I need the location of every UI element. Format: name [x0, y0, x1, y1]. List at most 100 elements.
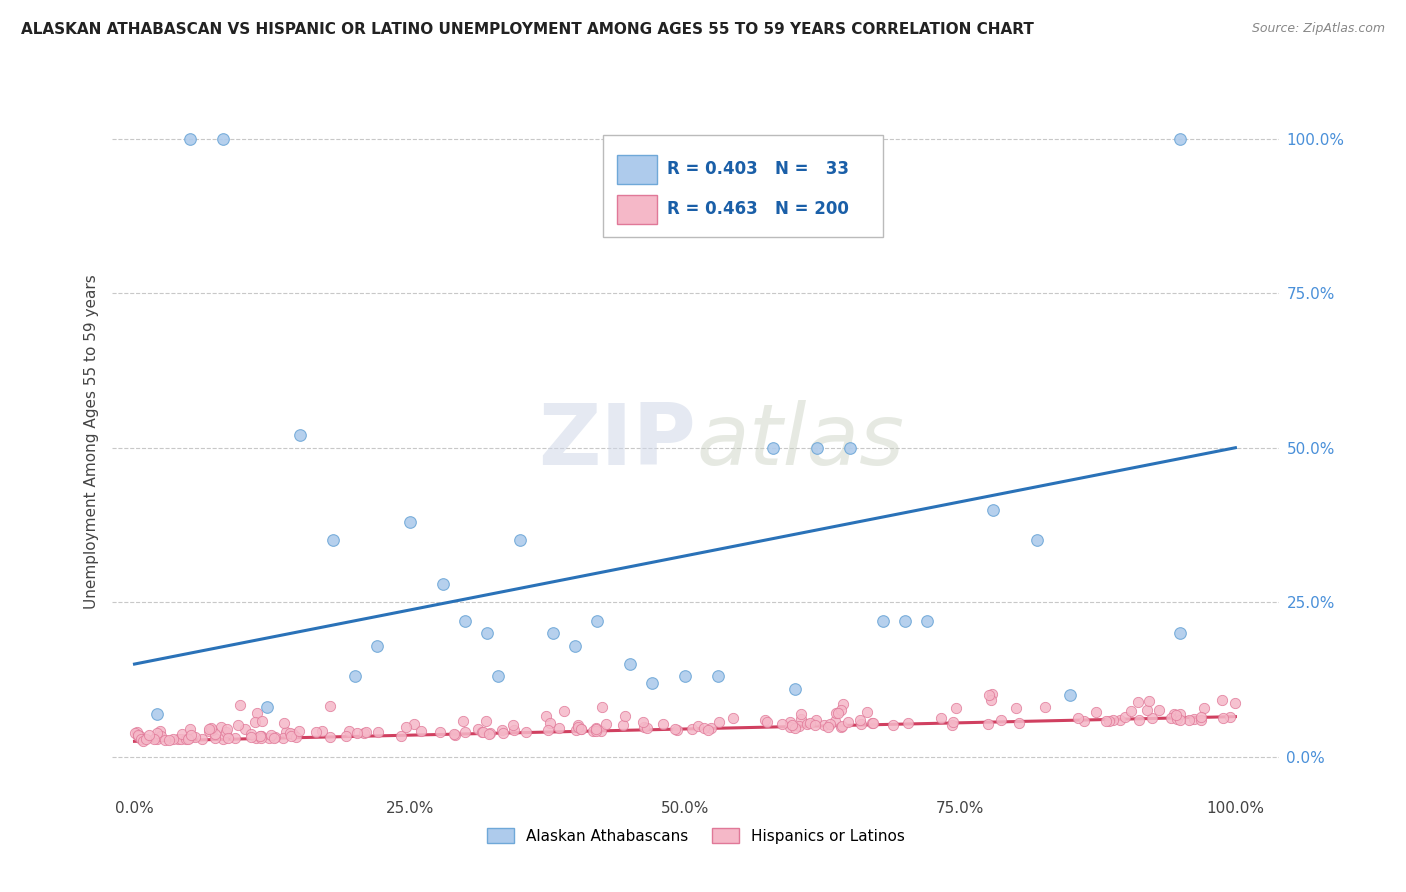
- Point: [585, 721, 607, 735]
- Point: [697, 723, 720, 737]
- Point: [790, 712, 813, 726]
- Point: [1164, 708, 1187, 723]
- Point: [346, 726, 368, 740]
- Point: [830, 703, 852, 717]
- Point: [515, 725, 537, 739]
- Point: [849, 717, 872, 731]
- Point: [585, 722, 607, 736]
- Point: [783, 721, 806, 735]
- Point: [398, 515, 420, 529]
- Point: [1095, 714, 1118, 728]
- Point: [155, 732, 177, 747]
- Point: [799, 716, 821, 731]
- Point: [184, 730, 207, 744]
- Point: [214, 725, 236, 739]
- Point: [263, 731, 285, 746]
- Point: [256, 700, 278, 714]
- Point: [534, 709, 557, 723]
- Point: [129, 732, 152, 747]
- Point: [942, 714, 965, 729]
- Point: [707, 669, 730, 683]
- Point: [471, 725, 494, 739]
- Legend: Alaskan Athabascans, Hispanics or Latinos: Alaskan Athabascans, Hispanics or Latino…: [481, 822, 911, 850]
- Point: [770, 717, 793, 731]
- Point: [475, 714, 498, 729]
- Point: [281, 726, 304, 740]
- Point: [915, 614, 938, 628]
- Point: [211, 131, 233, 145]
- Point: [252, 714, 274, 728]
- Point: [389, 729, 412, 743]
- Point: [367, 725, 389, 739]
- Point: [224, 731, 246, 745]
- Point: [976, 717, 998, 731]
- Point: [366, 639, 388, 653]
- Point: [402, 717, 425, 731]
- Point: [125, 725, 148, 739]
- Text: R = 0.463   N = 200: R = 0.463 N = 200: [666, 200, 849, 218]
- Point: [619, 657, 641, 671]
- Point: [472, 724, 495, 739]
- Point: [941, 717, 963, 731]
- Point: [897, 715, 920, 730]
- Point: [1136, 703, 1159, 717]
- Point: [1085, 705, 1108, 719]
- Point: [443, 727, 465, 741]
- Point: [990, 713, 1012, 727]
- Point: [564, 639, 586, 653]
- Point: [537, 723, 560, 737]
- Point: [614, 709, 637, 723]
- Point: [631, 714, 654, 729]
- Point: [1005, 701, 1028, 715]
- Point: [204, 731, 226, 745]
- Point: [190, 732, 212, 747]
- Point: [1147, 703, 1170, 717]
- Point: [157, 733, 180, 747]
- Point: [813, 718, 835, 732]
- Text: Source: ZipAtlas.com: Source: ZipAtlas.com: [1251, 22, 1385, 36]
- Point: [129, 730, 152, 744]
- FancyBboxPatch shape: [603, 135, 883, 237]
- Point: [636, 721, 658, 735]
- Point: [582, 723, 605, 738]
- Point: [755, 715, 778, 730]
- Point: [432, 576, 454, 591]
- Point: [1140, 711, 1163, 725]
- Point: [1192, 701, 1215, 715]
- Point: [787, 718, 810, 732]
- Point: [665, 723, 688, 737]
- Point: [686, 719, 709, 733]
- Point: [502, 717, 524, 731]
- Text: atlas: atlas: [696, 400, 904, 483]
- Point: [217, 731, 239, 745]
- Point: [211, 732, 233, 747]
- Point: [288, 428, 311, 442]
- Point: [250, 731, 273, 745]
- Point: [553, 705, 575, 719]
- Point: [1101, 714, 1123, 728]
- Point: [478, 726, 501, 740]
- Point: [198, 722, 221, 736]
- Point: [882, 718, 904, 732]
- Point: [429, 725, 451, 739]
- Point: [1168, 707, 1191, 722]
- Point: [779, 720, 801, 734]
- Point: [825, 706, 848, 721]
- Point: [319, 698, 342, 713]
- Point: [149, 723, 172, 738]
- Point: [454, 614, 477, 628]
- Point: [547, 721, 569, 735]
- Point: [1191, 710, 1213, 724]
- Point: [150, 729, 173, 743]
- Point: [762, 441, 785, 455]
- Point: [612, 717, 634, 731]
- Point: [451, 714, 474, 729]
- Point: [486, 669, 509, 683]
- Point: [1067, 711, 1090, 725]
- Point: [1177, 713, 1199, 727]
- Point: [209, 720, 232, 734]
- Point: [780, 718, 803, 732]
- Point: [201, 723, 224, 738]
- Point: [1073, 714, 1095, 729]
- Point: [444, 728, 467, 742]
